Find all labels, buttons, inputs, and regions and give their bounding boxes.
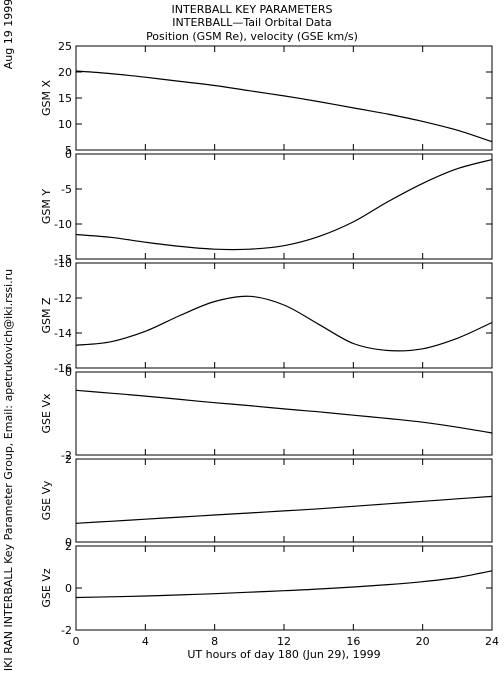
y-axis-label: GSM X [40, 80, 53, 116]
x-tick-label: 4 [142, 635, 149, 648]
y-tick-label: 2 [65, 540, 72, 553]
panel-4: -2 0 GSE Vx [40, 366, 493, 462]
y-tick-label: 2 [65, 453, 72, 466]
y-axis-label: GSE Vx [40, 393, 53, 433]
y-tick-label: -12 [54, 292, 72, 305]
panel-2: -15 -10 -5 0 GSM Y [40, 148, 493, 266]
y-axis-label: GSE Vz [40, 568, 53, 607]
series-line-gse-vz [75, 570, 493, 599]
x-tick-label: 20 [416, 635, 430, 648]
x-axis-label: UT hours of day 180 (Jun 29), 1999 [187, 648, 380, 661]
y-tick-label: -10 [54, 218, 72, 231]
chart-title-line-2: INTERBALL—Tail Orbital Data [172, 16, 331, 29]
chart-title-line-3: Position (GSM Re), velocity (GSE km/s) [146, 30, 358, 43]
y-tick-label: 0 [65, 366, 72, 379]
series-line-gse-vx [75, 389, 493, 434]
panel-5: 0 2 GSE Vy [40, 453, 493, 549]
x-tick-label: 8 [211, 635, 218, 648]
series-line-gsm-y [75, 159, 493, 251]
y-tick-label: -2 [61, 449, 72, 462]
y-tick-label: -5 [61, 183, 72, 196]
panel-frame [75, 371, 493, 456]
y-tick-label: 10 [58, 118, 72, 131]
y-tick-label: 0 [65, 536, 72, 549]
x-tick-label: 16 [346, 635, 360, 648]
panel-1: 5 10 15 20 25 GSM X [40, 40, 493, 157]
y-tick-label: -10 [54, 257, 72, 270]
y-tick-label: 0 [65, 148, 72, 161]
chart-title-line-1: INTERBALL KEY PARAMETERS [172, 3, 333, 16]
y-axis-label: GSE Vy [40, 480, 53, 520]
series-line-gse-vy [75, 495, 493, 524]
x-tick-label: 12 [277, 635, 291, 648]
y-tick-label: -16 [54, 362, 72, 375]
side-date-label: Aug 19 1999 [2, 0, 15, 69]
panel-frame [75, 45, 493, 151]
panel-3: -16 -14 -12 -10 GSM Z [40, 257, 493, 375]
x-tick-label: 24 [485, 635, 499, 648]
y-tick-label: 0 [65, 582, 72, 595]
y-tick-label: -2 [61, 624, 72, 637]
series-line-gsm-z [75, 295, 493, 352]
panel-frame [75, 545, 493, 631]
y-tick-label: 20 [58, 66, 72, 79]
x-tick-label: 0 [73, 635, 80, 648]
y-axis-label: GSM Y [40, 189, 53, 224]
y-tick-label: -15 [54, 253, 72, 266]
y-tick-label: 25 [58, 40, 72, 53]
y-tick-label: 5 [65, 144, 72, 157]
y-tick-label: 15 [58, 92, 72, 105]
side-credit-label: IKI RAN INTERBALL Key Parameter Group, E… [2, 269, 15, 671]
y-axis-label: GSM Z [40, 297, 53, 333]
panel-frame [75, 262, 493, 369]
panel-frame [75, 153, 493, 260]
series-line-gsm-x [75, 70, 493, 143]
y-tick-label: -14 [54, 327, 72, 340]
